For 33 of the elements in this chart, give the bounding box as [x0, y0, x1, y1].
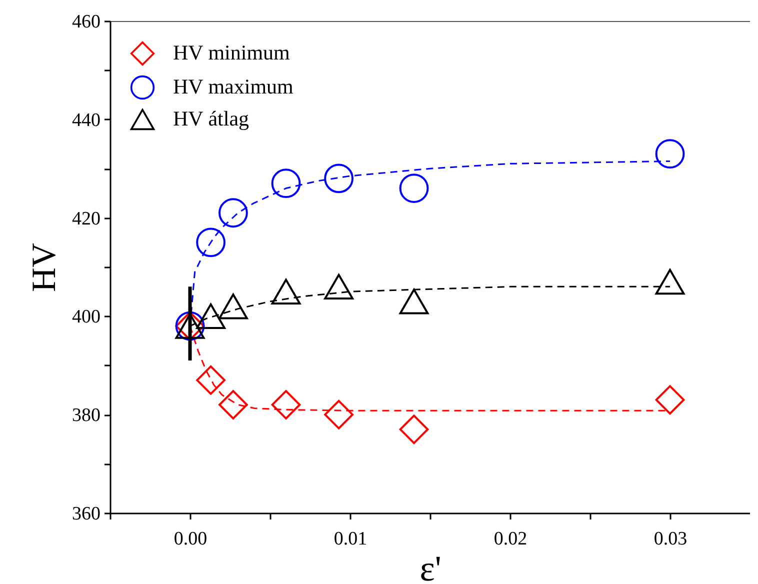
- y-axis-title: HV: [26, 242, 63, 292]
- y-tick-label: 360: [72, 504, 100, 524]
- point: [196, 365, 226, 395]
- x-tick-label: 0.00: [174, 528, 208, 550]
- y-tick-label: 380: [72, 405, 100, 426]
- point: [271, 390, 301, 420]
- point: [196, 303, 226, 330]
- point: [218, 294, 248, 320]
- point: [196, 228, 226, 258]
- point: [324, 274, 354, 300]
- x-axis-title: ε': [420, 548, 442, 584]
- point: [324, 400, 354, 430]
- point: [271, 168, 301, 198]
- point: [218, 198, 248, 228]
- legend-label: HV átlag: [173, 106, 250, 130]
- y-tick-label: 440: [72, 110, 100, 131]
- point: [655, 139, 685, 169]
- x-tick-label: 0.01: [334, 528, 368, 550]
- point: [271, 278, 301, 304]
- y-tick-label: 460: [72, 12, 100, 32]
- point: [399, 414, 429, 444]
- x-tick-label: 0.03: [654, 528, 688, 550]
- point: [655, 268, 685, 295]
- point: [399, 288, 429, 314]
- point: [324, 164, 354, 194]
- legend-label: HV minimum: [173, 40, 290, 64]
- y-tick-label: 420: [72, 208, 100, 230]
- x-tick-label: 0.02: [494, 528, 528, 550]
- legend-label: HV maximum: [173, 74, 294, 98]
- point: [399, 174, 429, 203]
- point: [655, 385, 685, 415]
- y-tick-label: 400: [72, 306, 100, 328]
- point: [218, 390, 248, 420]
